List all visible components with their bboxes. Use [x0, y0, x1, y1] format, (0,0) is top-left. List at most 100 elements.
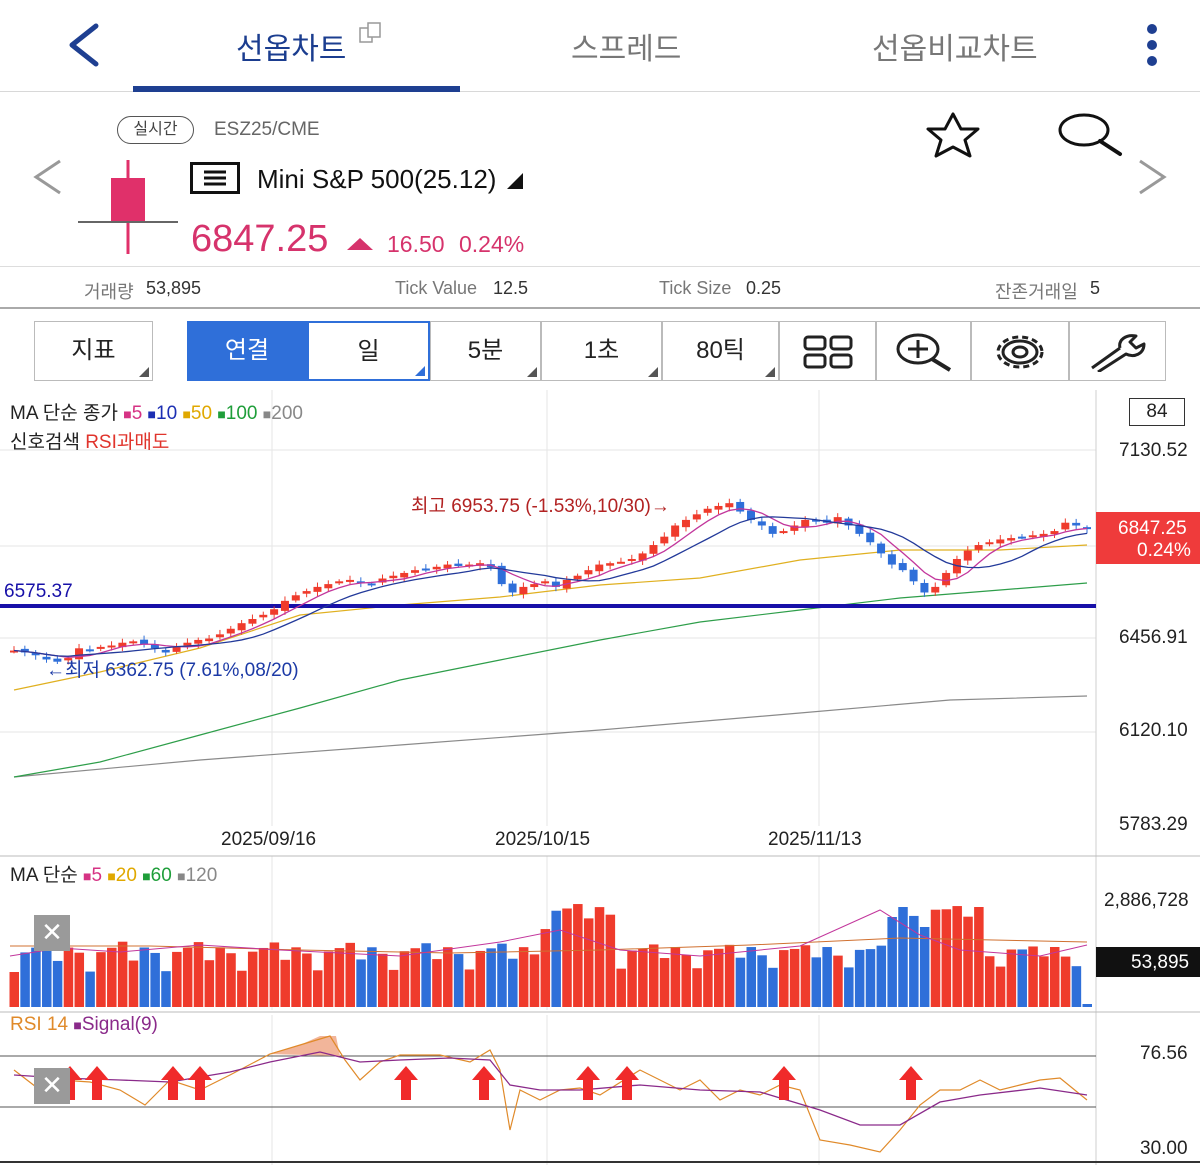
candle: [812, 519, 821, 522]
close-rsi-pane-icon[interactable]: ✕: [34, 1068, 70, 1104]
price-tick-3: 6120.10: [1119, 720, 1188, 741]
bar-count-box[interactable]: 84: [1129, 398, 1185, 426]
dropdown-triangle-icon[interactable]: [506, 172, 524, 195]
rsi-signal-arrows: [58, 1066, 923, 1100]
volume-bar: [150, 952, 160, 1007]
tab-futures-chart[interactable]: 선옵차트: [236, 33, 347, 66]
popout-icon[interactable]: [358, 20, 384, 51]
search-icon[interactable]: [1056, 112, 1126, 163]
candle: [866, 532, 875, 543]
high-annotation: 최고 6953.75 (-1.53%,10/30)→: [411, 496, 670, 517]
volume-bar: [898, 907, 908, 1007]
candle: [909, 569, 918, 582]
prev-instrument-icon[interactable]: [30, 155, 66, 204]
candle: [226, 628, 235, 634]
volume-bar: [182, 947, 193, 1007]
volume-bar: [952, 906, 962, 1007]
volume-bar: [583, 918, 594, 1007]
active-tab-indicator: [133, 86, 460, 92]
volume-bar: [443, 947, 453, 1007]
chart-area[interactable]: MA 단순 종가 ■5 ■10 ■50 ■100 ■200 신호검색 RSI과매…: [0, 390, 1200, 1165]
tab-spread[interactable]: 스프레드: [571, 33, 682, 66]
back-icon[interactable]: [60, 20, 110, 70]
x-label-2: 2025/10/15: [495, 829, 591, 850]
reference-line-label: 6575.37: [4, 581, 73, 602]
layout-button[interactable]: [779, 321, 876, 381]
zoom-button[interactable]: [876, 321, 971, 381]
volume-bar: [854, 949, 865, 1007]
tab-compare-chart[interactable]: 선옵비교차트: [872, 33, 1038, 66]
grid-layout-icon: [803, 335, 852, 369]
close-volume-pane-icon[interactable]: ✕: [34, 915, 70, 951]
candle: [1072, 522, 1081, 526]
volume-bar: [139, 947, 150, 1007]
rsi-tick-bottom: 30.00: [1140, 1138, 1188, 1159]
volume-bar: [540, 929, 551, 1007]
candle: [324, 584, 333, 589]
volume-bar: [789, 948, 800, 1007]
rsi-buy-arrow: [188, 1066, 212, 1100]
ma100-line: [13, 582, 1088, 778]
list-icon[interactable]: [190, 162, 240, 199]
volume-bar: [31, 947, 41, 1007]
volume-bar: [204, 960, 215, 1007]
volume-bar: [269, 942, 280, 1007]
candle: [530, 584, 539, 588]
volume-bar: [703, 950, 713, 1007]
volume-bar: [52, 960, 63, 1007]
volume-bar: [345, 942, 355, 1007]
gear-icon: [996, 335, 1044, 369]
volume-bar: [117, 941, 128, 1007]
volume-bar: [573, 904, 583, 1007]
price-change-pct: 0.24%: [459, 231, 525, 257]
kebab-menu-icon[interactable]: [1140, 22, 1164, 68]
period-80tick-button[interactable]: 80틱: [662, 321, 779, 381]
rsi-signal-label: Signal(9): [81, 1014, 158, 1035]
last-volume-tag: [1096, 947, 1200, 977]
x-label-1: 2025/09/16: [221, 829, 317, 850]
volume-bar: [475, 950, 486, 1007]
volume-bar: [518, 947, 529, 1007]
candle: [768, 526, 777, 534]
vma5-legend: 5: [91, 865, 103, 886]
candle: [172, 646, 181, 652]
period-5min-button[interactable]: 5분: [430, 321, 541, 381]
volume-bar: [237, 970, 247, 1007]
candle: [1017, 536, 1026, 539]
period-day-button[interactable]: 일: [307, 321, 430, 381]
candle: [367, 583, 376, 586]
volume-bar: [334, 948, 345, 1007]
candle: [140, 639, 149, 645]
volume-bar: [909, 915, 919, 1007]
chart-svg[interactable]: [0, 390, 1200, 1165]
price-tick-top: 7130.52: [1119, 440, 1188, 461]
candle: [454, 563, 463, 566]
tools-button[interactable]: [1069, 321, 1166, 381]
tick-value: 12.5: [493, 278, 529, 298]
instrument-name[interactable]: Mini S&P 500(25.12): [257, 164, 497, 194]
settings-button[interactable]: [971, 321, 1069, 381]
tick-size: 0.25: [746, 278, 782, 298]
candle: [671, 525, 680, 537]
candle: [129, 641, 138, 644]
zoom-in-icon: [896, 333, 951, 372]
candles: [10, 498, 1091, 665]
low-annotation: ←최저 6362.75 (7.61%,08/20): [46, 660, 299, 681]
candle: [779, 531, 788, 534]
volume-bar: [1060, 956, 1071, 1007]
period-1sec-button[interactable]: 1초: [541, 321, 662, 381]
vma20-legend: 20: [115, 865, 137, 886]
rsi-overbought-fill: [268, 1036, 340, 1056]
link-button[interactable]: 연결: [187, 321, 307, 381]
volume-bar: [876, 945, 887, 1007]
candle: [291, 595, 300, 601]
indicator-button[interactable]: 지표: [34, 321, 153, 381]
volume-bar: [757, 955, 767, 1007]
star-icon[interactable]: [918, 112, 988, 163]
tick-value-label: Tick Value: [395, 278, 478, 298]
candle: [378, 578, 387, 583]
volume-bar: [735, 957, 746, 1007]
volume-bar: [367, 947, 377, 1007]
price-ma-legend-prefix: MA 단순 종가: [10, 403, 118, 424]
next-instrument-icon[interactable]: [1134, 155, 1170, 204]
